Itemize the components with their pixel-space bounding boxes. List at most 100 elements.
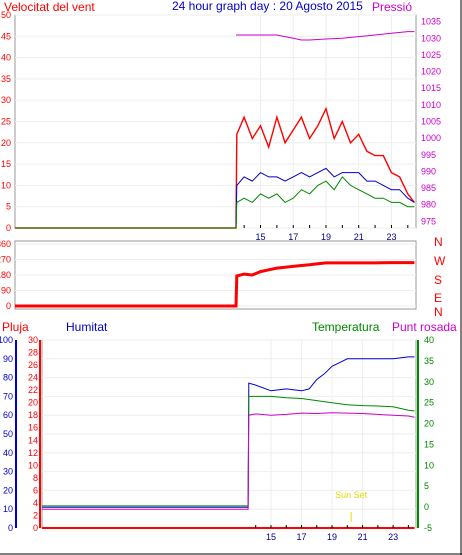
temperature-axis-title: Temperatura <box>312 320 380 334</box>
pressure-tick-label: 1000 <box>421 133 441 143</box>
time-tick-label: 23 <box>386 232 396 242</box>
wind-speed-tick-label: 25 <box>1 117 11 127</box>
rain-tick-label: 18 <box>28 410 38 420</box>
rain-tick-label: 22 <box>28 385 38 395</box>
temperature-tick-label: 30 <box>424 377 434 387</box>
wind-direction-line <box>15 261 415 308</box>
rain-tick-label: 20 <box>28 398 38 408</box>
dewpoint-line <box>42 412 415 510</box>
humidity-tick-label: 90 <box>3 354 13 364</box>
wind-speed-tick-label: 40 <box>1 53 11 63</box>
wind-panel-grid <box>15 14 416 229</box>
pressure-tick-label: 1030 <box>421 33 441 43</box>
temperature-tick-label: 0 <box>424 502 429 512</box>
chart-title: 24 hour graph day : 20 Agosto 2015 <box>172 0 363 13</box>
wind-speed-tick-label: 30 <box>1 95 11 105</box>
wind-speed-tick-label: 20 <box>1 138 11 148</box>
rain-tick-label: 28 <box>28 348 38 358</box>
rain-tick-label: 2 <box>33 510 38 520</box>
time-tick-label: 15 <box>266 532 276 542</box>
humidity-line <box>42 356 415 508</box>
rain-tick-label: 14 <box>28 435 38 445</box>
pressure-tick-label: 1015 <box>421 83 441 93</box>
humidity-panel-ticks: 0102030405060708090100024681012141618202… <box>0 335 434 542</box>
time-tick-label: 19 <box>327 532 337 542</box>
rain-tick-label: 4 <box>33 498 38 508</box>
direction-tick-label: 360 <box>0 239 11 249</box>
pressure-axis-title: Pressió <box>372 0 412 14</box>
rain-tick-label: 10 <box>28 460 38 470</box>
rain-axis-title: Pluja <box>2 320 29 334</box>
time-tick-label: 21 <box>358 532 368 542</box>
wind-panel-series <box>15 31 415 229</box>
dewpoint-axis-title: Punt rosada <box>392 320 457 334</box>
time-tick-label: 15 <box>256 232 266 242</box>
pressure-tick-label: 985 <box>421 183 436 193</box>
compass-label: W <box>434 254 446 268</box>
humidity-axis-title: Humitat <box>66 320 108 334</box>
temperature-tick-label: 15 <box>424 439 434 449</box>
pressure-tick-label: 1010 <box>421 100 441 110</box>
humidity-tick-label: 20 <box>3 485 13 495</box>
time-tick-label: 23 <box>388 532 398 542</box>
direction-tick-label: 180 <box>0 270 11 280</box>
wind-speed-tick-label: 50 <box>1 10 11 20</box>
pressure-line <box>236 31 415 41</box>
temperature-line <box>42 395 415 507</box>
pressure-tick-label: 1025 <box>421 50 441 60</box>
temperature-tick-label: -5 <box>424 523 432 533</box>
compass-label: N <box>434 235 443 249</box>
pressure-tick-label: 980 <box>421 200 436 210</box>
temperature-tick-label: 35 <box>424 356 434 366</box>
compass-label: S <box>434 273 442 287</box>
time-tick-label: 19 <box>321 232 331 242</box>
humidity-tick-label: 100 <box>0 335 13 345</box>
temperature-tick-label: 5 <box>424 481 429 491</box>
humidity-tick-label: 40 <box>3 448 13 458</box>
wind-speed-tick-label: 15 <box>1 159 11 169</box>
direction-tick-label: 90 <box>1 286 11 296</box>
rain-tick-label: 30 <box>28 335 38 345</box>
sunset-label: Sun Set <box>335 490 368 500</box>
direction-panel-series <box>15 261 415 308</box>
rain-tick-label: 8 <box>33 473 38 483</box>
wind-panel-ticks: 0510152025303540455097598098599099510001… <box>1 10 441 242</box>
wind-speed-tick-label: 5 <box>6 202 11 212</box>
wind-axis-title: Velocitat del vent <box>4 0 95 14</box>
rain-tick-label: 12 <box>28 448 38 458</box>
time-tick-label: 17 <box>297 532 307 542</box>
wind-low-line <box>15 176 415 229</box>
pressure-tick-label: 1005 <box>421 117 441 127</box>
temperature-tick-label: 40 <box>424 335 434 345</box>
wind-speed-tick-label: 45 <box>1 31 11 41</box>
wind-speed-tick-label: 0 <box>6 223 11 233</box>
direction-panel-grid <box>15 243 416 307</box>
pressure-tick-label: 1020 <box>421 67 441 77</box>
pressure-tick-label: 990 <box>421 166 436 176</box>
humidity-tick-label: 30 <box>3 467 13 477</box>
compass-label: E <box>434 291 442 305</box>
rain-tick-label: 6 <box>33 485 38 495</box>
pressure-tick-label: 1035 <box>421 17 441 27</box>
direction-panel-ticks: 090180270360NWSEN <box>0 235 446 319</box>
rain-tick-label: 0 <box>33 523 38 533</box>
time-tick-label: 17 <box>288 232 298 242</box>
temperature-tick-label: 20 <box>424 419 434 429</box>
rain-tick-label: 24 <box>28 373 38 383</box>
wind-avg-line <box>15 167 415 229</box>
wind-gust-line <box>15 106 415 229</box>
time-tick-label: 21 <box>354 232 364 242</box>
humidity-tick-label: 80 <box>3 373 13 383</box>
pressure-tick-label: 975 <box>421 216 436 226</box>
rain-tick-label: 16 <box>28 423 38 433</box>
wind-speed-tick-label: 35 <box>1 74 11 84</box>
rain-tick-label: 26 <box>28 360 38 370</box>
humidity-panel-series: Sun Set <box>42 356 415 529</box>
temperature-tick-label: 25 <box>424 398 434 408</box>
direction-tick-label: 0 <box>6 301 11 311</box>
humidity-tick-label: 0 <box>8 523 13 533</box>
temperature-tick-label: 10 <box>424 460 434 470</box>
wind-speed-tick-label: 10 <box>1 180 11 190</box>
pressure-tick-label: 995 <box>421 150 436 160</box>
